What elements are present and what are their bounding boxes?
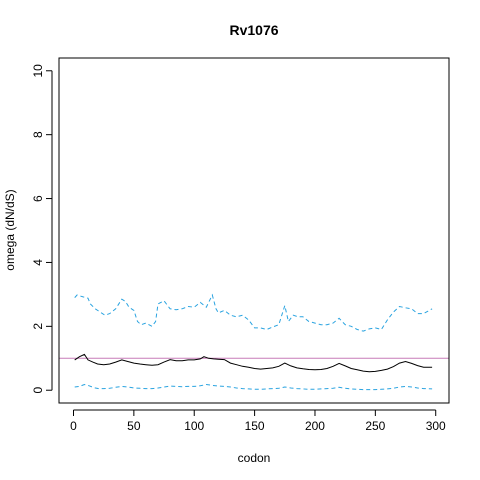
y-tick-label: 4	[31, 259, 45, 266]
upper-bound-line	[74, 293, 433, 332]
omega-estimate-line	[74, 353, 433, 373]
x-tick-label: 150	[245, 419, 265, 433]
plot-frame	[58, 57, 450, 404]
y-tick-label: 0	[31, 387, 45, 394]
y-tick-label: 8	[31, 131, 45, 138]
x-tick-label: 100	[184, 419, 204, 433]
x-tick-label: 300	[426, 419, 446, 433]
y-tick-label: 10	[31, 64, 45, 78]
y-tick-label: 6	[31, 195, 45, 202]
plot-area	[59, 293, 449, 391]
chart-title: Rv1076	[229, 22, 278, 38]
lower-bound-line	[74, 383, 433, 391]
y-axis-label: omega (dN/dS)	[3, 189, 17, 270]
x-tick-label: 200	[305, 419, 325, 433]
x-axis-label: codon	[238, 451, 271, 465]
x-tick-label: 0	[70, 419, 77, 433]
x-tick-label: 50	[127, 419, 141, 433]
x-tick-label: 250	[365, 419, 385, 433]
y-tick-label: 2	[31, 323, 45, 330]
axes: 0 50 100 150 200 250 300 0 2 4 6 8 10	[31, 64, 446, 433]
